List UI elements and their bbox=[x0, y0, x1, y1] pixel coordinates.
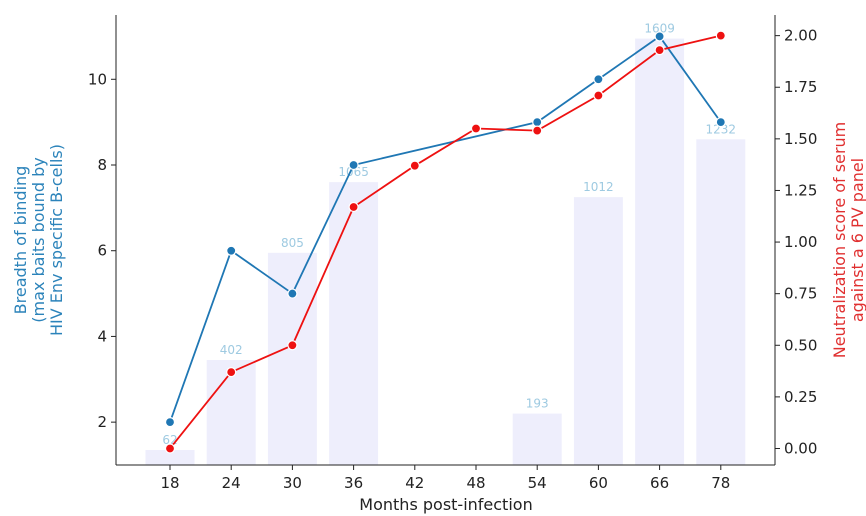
x-tick-label: 54 bbox=[528, 474, 547, 492]
series-point-2 bbox=[226, 367, 237, 378]
right-tick-label: 2.00 bbox=[784, 27, 817, 45]
x-tick-label: 36 bbox=[344, 474, 363, 492]
left-tick-label: 4 bbox=[97, 327, 107, 345]
series-point-1 bbox=[348, 159, 359, 171]
left-axis-ticks: 2 4 6 8 10 bbox=[88, 70, 116, 431]
bar-label: 1609 bbox=[644, 22, 675, 36]
right-axis-label: Neutralization score of serum against a … bbox=[830, 122, 866, 359]
left-tick-label: 2 bbox=[97, 413, 107, 431]
x-tick-label: 48 bbox=[466, 474, 485, 492]
series-point-1 bbox=[532, 117, 543, 128]
bar bbox=[267, 252, 317, 465]
points-layer bbox=[164, 30, 726, 454]
right-axis-label-line-2: against a 6 PV panel bbox=[848, 158, 866, 322]
x-tick-label: 24 bbox=[222, 474, 241, 492]
bar-label: 1065 bbox=[338, 165, 369, 179]
x-tick-label: 60 bbox=[589, 474, 608, 492]
series-point-2 bbox=[348, 201, 359, 213]
right-tick-label: 1.25 bbox=[784, 181, 817, 199]
left-axis-label-line-3: HIV Env specific B-cells) bbox=[47, 144, 66, 336]
x-tick-label: 42 bbox=[405, 474, 424, 492]
series-point-1 bbox=[164, 417, 176, 428]
lines-layer bbox=[169, 34, 722, 450]
series-point-2 bbox=[715, 30, 726, 41]
series-point-1 bbox=[226, 245, 237, 256]
right-tick-label: 1.00 bbox=[784, 233, 817, 251]
x-tick-label: 30 bbox=[283, 474, 302, 492]
series-point-1 bbox=[654, 31, 665, 42]
right-tick-label: 1.50 bbox=[784, 130, 817, 148]
right-tick-label: 0.75 bbox=[784, 285, 817, 303]
series-point-2 bbox=[593, 90, 604, 101]
series-point-1 bbox=[715, 117, 726, 128]
left-axis-label-line-2: (max baits bound by bbox=[29, 157, 48, 322]
x-tick-label: 18 bbox=[160, 474, 179, 492]
series-line-1 bbox=[169, 35, 722, 423]
bar bbox=[696, 139, 746, 466]
series-point-2 bbox=[164, 443, 176, 454]
x-axis-label: Months post-infection bbox=[359, 495, 532, 514]
bar bbox=[512, 413, 562, 465]
left-tick-label: 8 bbox=[97, 156, 107, 174]
right-tick-label: 1.75 bbox=[784, 78, 817, 96]
left-axis-label: Breadth of binding (max baits bound by H… bbox=[11, 144, 66, 336]
bar-label: 193 bbox=[526, 397, 549, 411]
series-point-2 bbox=[470, 123, 482, 134]
right-tick-label: 0.50 bbox=[784, 336, 817, 354]
bar bbox=[635, 38, 685, 465]
left-tick-label: 10 bbox=[88, 70, 107, 88]
series-point-1 bbox=[287, 288, 298, 299]
bars-layer bbox=[145, 38, 746, 466]
right-tick-label: 0.00 bbox=[784, 439, 817, 457]
left-tick-label: 6 bbox=[97, 242, 107, 260]
bar bbox=[206, 360, 256, 465]
bar bbox=[145, 450, 195, 465]
bar-label: 1232 bbox=[706, 122, 737, 136]
right-tick-label: 0.25 bbox=[784, 388, 817, 406]
bar-label: 402 bbox=[220, 343, 243, 357]
series-line-2 bbox=[169, 34, 722, 450]
bar bbox=[573, 197, 623, 465]
series-point-1 bbox=[593, 74, 604, 85]
right-axis-ticks: 0.00 0.25 0.50 0.75 1.00 1.25 1.50 1.75 2.00 bbox=[775, 27, 817, 457]
series-point-2 bbox=[532, 125, 543, 136]
series-point-2 bbox=[654, 44, 665, 56]
x-tick-label: 66 bbox=[650, 474, 669, 492]
bar-label: 1012 bbox=[583, 180, 614, 194]
bar-label: 805 bbox=[281, 236, 304, 250]
left-axis-label-line-1: Breadth of binding bbox=[11, 166, 30, 315]
x-axis-ticks: 18 24 30 36 42 48 54 60 66 78 bbox=[160, 465, 730, 492]
bar bbox=[329, 182, 379, 465]
series-point-2 bbox=[409, 160, 420, 171]
series-point-2 bbox=[287, 340, 298, 351]
right-axis-label-line-1: Neutralization score of serum bbox=[830, 122, 849, 359]
x-tick-label: 78 bbox=[711, 474, 730, 492]
